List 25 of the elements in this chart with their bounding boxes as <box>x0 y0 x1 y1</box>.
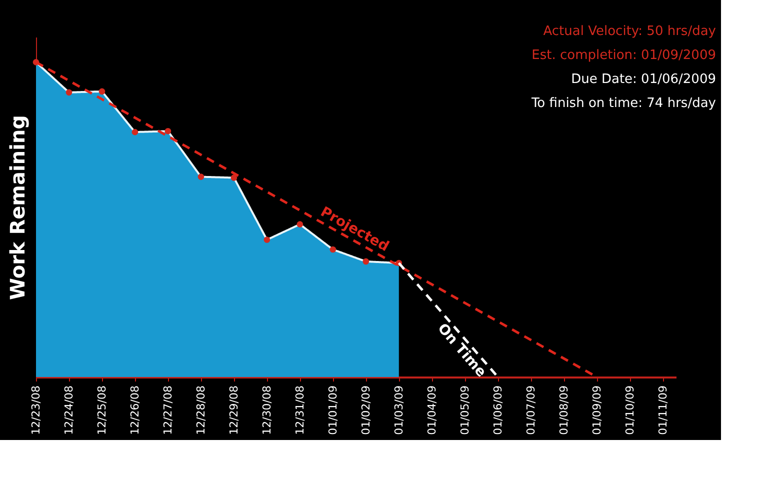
x-tick-label: 01/08/09 <box>557 386 570 435</box>
x-tick-label: 01/05/09 <box>458 386 472 435</box>
x-tick-label: 12/25/08 <box>95 386 108 435</box>
text: Actual Velocity: 50 hrs/day <box>543 24 716 39</box>
x-tick-label: 12/23/08 <box>30 386 42 435</box>
x-tick-label: 12/31/08 <box>293 386 306 435</box>
x-tick-label: 12/28/08 <box>194 386 208 435</box>
x-tick-label: 01/07/09 <box>524 386 538 435</box>
x-tick-label: 01/09/09 <box>590 386 604 435</box>
x-tick-label: 01/02/09 <box>359 386 372 435</box>
x-tick-label: 01/11/09 <box>656 386 670 435</box>
x-tick-label: 12/24/08 <box>62 386 76 435</box>
annotation: Est. completion: 01/09/2009 <box>532 48 716 63</box>
x-tick-label: 12/29/08 <box>227 386 240 435</box>
y-axis-title: Work Remaining <box>6 114 30 300</box>
x-tick-label: 12/27/08 <box>161 386 174 435</box>
x-tick-label: 01/10/09 <box>623 386 636 435</box>
x-tick-label: 01/04/09 <box>425 386 438 435</box>
x-tick-label: 01/03/09 <box>392 386 406 435</box>
x-tick-label: 01/06/09 <box>491 386 504 435</box>
x-tick-label: 12/30/08 <box>260 386 274 435</box>
annotation: To finish on time: 74 hrs/day <box>530 96 716 111</box>
x-tick-label: 12/26/08 <box>128 386 142 435</box>
x-tick-label: 01/01/09 <box>326 386 340 435</box>
annotation: Due Date: 01/06/2009 <box>571 72 716 87</box>
